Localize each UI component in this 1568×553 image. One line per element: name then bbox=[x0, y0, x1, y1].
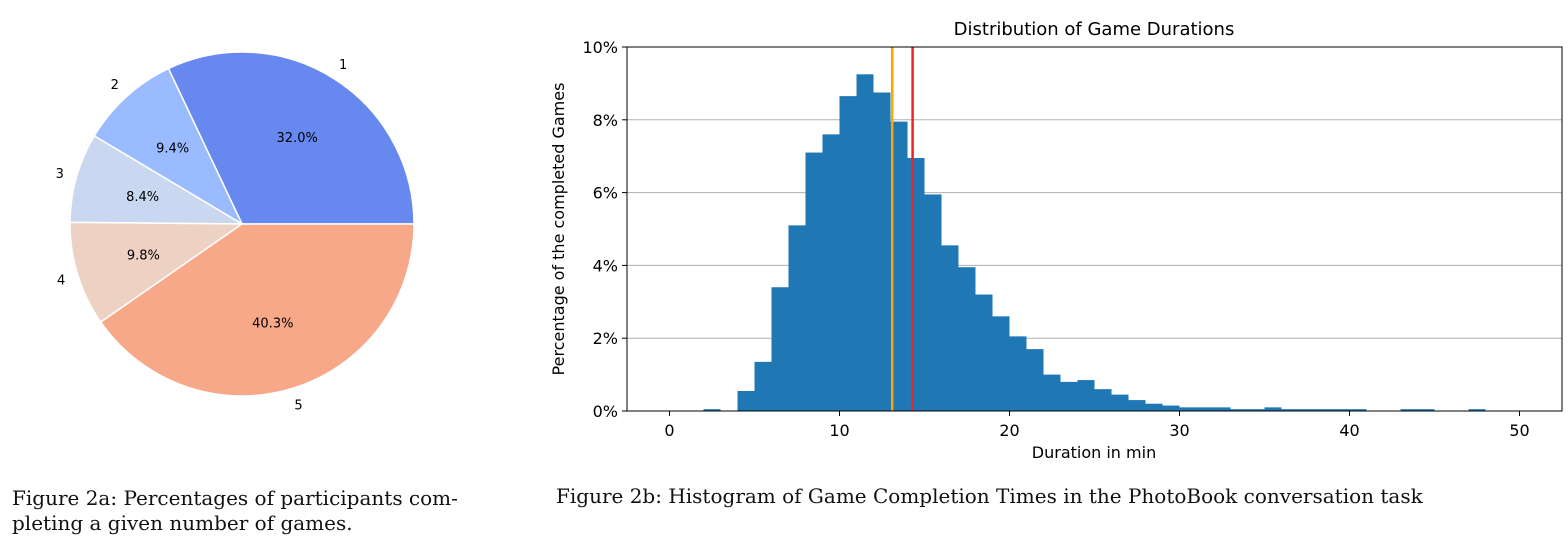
histogram-bar-28 bbox=[1145, 403, 1163, 411]
caption-figure-2a-line1: Figure 2a: Percentages of participants c… bbox=[12, 486, 458, 510]
histogram-bar-26 bbox=[1111, 394, 1129, 411]
histogram-bar-31 bbox=[1196, 407, 1214, 411]
histogram-bar-9 bbox=[822, 134, 840, 412]
histogram-bar-34 bbox=[1247, 409, 1265, 411]
histogram-bar-16 bbox=[941, 245, 959, 411]
pie-slice-5 bbox=[99, 223, 415, 397]
histogram-bar-15 bbox=[924, 194, 942, 411]
y-tick-label-0: 0% bbox=[593, 402, 618, 421]
y-tick-label-6: 6% bbox=[593, 184, 618, 203]
histogram-bar-47 bbox=[1468, 409, 1486, 411]
histogram-bars bbox=[703, 74, 1486, 412]
y-axis-ticks: 0% 2% 4% 6% 8% 10% bbox=[582, 38, 627, 421]
pie-slice-4 bbox=[69, 221, 245, 324]
pie-percent-label-2: 9.4% bbox=[156, 142, 189, 157]
caption-figure-2b: Figure 2b: Histogram of Game Completion … bbox=[556, 484, 1423, 508]
pie-label-2: 2 bbox=[111, 78, 119, 93]
histogram-reference-lines bbox=[890, 47, 914, 411]
pie-slice-3 bbox=[69, 134, 245, 225]
histogram-bar-35 bbox=[1264, 407, 1282, 411]
histogram-bar-29 bbox=[1162, 405, 1180, 411]
histogram-bar-19 bbox=[992, 316, 1010, 411]
y-tick-label-10: 10% bbox=[582, 38, 618, 57]
histogram-bar-11 bbox=[856, 74, 874, 412]
pie-label-1: 1 bbox=[339, 58, 347, 73]
histogram-bar-10 bbox=[839, 96, 857, 411]
histogram-bar-38 bbox=[1315, 409, 1333, 411]
histogram-bar-12 bbox=[873, 92, 891, 411]
histogram-bar-23 bbox=[1060, 381, 1078, 411]
x-tick-label-20: 20 bbox=[999, 421, 1019, 440]
histogram-bar-8 bbox=[805, 152, 823, 411]
histogram-bar-18 bbox=[975, 294, 993, 411]
y-tick-label-4: 4% bbox=[593, 256, 618, 275]
y-tick-label-8: 8% bbox=[593, 111, 618, 130]
histogram-bar-22 bbox=[1043, 374, 1061, 411]
histogram-bar-39 bbox=[1332, 409, 1350, 411]
histogram-bar-17 bbox=[958, 267, 976, 411]
x-tick-label-40: 40 bbox=[1339, 421, 1359, 440]
pie-slice-2 bbox=[93, 67, 244, 226]
caption-figure-2a-line2: pleting a given number of games. bbox=[12, 511, 353, 535]
y-tick-label-2: 2% bbox=[593, 329, 618, 348]
histogram-bar-21 bbox=[1026, 349, 1044, 411]
pie-label-4: 4 bbox=[57, 274, 65, 289]
histogram-title: Distribution of Game Durations bbox=[954, 19, 1235, 40]
pie-slice-1 bbox=[167, 51, 415, 225]
pie-percent-label-3: 8.4% bbox=[126, 190, 159, 205]
x-tick-label-10: 10 bbox=[829, 421, 849, 440]
caption-figure-2a: Figure 2a: Percentages of participants c… bbox=[12, 486, 458, 536]
pie-label-5: 5 bbox=[294, 399, 302, 414]
pie-percent-label-4: 9.8% bbox=[127, 248, 160, 263]
histogram-bar-30 bbox=[1179, 407, 1197, 411]
x-axis-label: Duration in min bbox=[1032, 443, 1156, 462]
y-axis-label: Percentage of the completed Games bbox=[549, 83, 568, 376]
histogram-bar-20 bbox=[1009, 336, 1027, 411]
pie-percent-label-5: 40.3% bbox=[252, 317, 293, 332]
histogram-bar-13 bbox=[890, 121, 908, 412]
histogram-bar-27 bbox=[1128, 400, 1146, 411]
histogram-gridlines bbox=[627, 119, 1562, 339]
x-tick-label-0: 0 bbox=[664, 421, 674, 440]
x-tick-label-30: 30 bbox=[1169, 421, 1189, 440]
pie-label-3: 3 bbox=[56, 167, 64, 182]
histogram-bar-44 bbox=[1417, 409, 1435, 411]
histogram-bar-2 bbox=[703, 409, 721, 411]
pie-percent-label-1: 32.0% bbox=[277, 131, 318, 146]
x-axis-ticks: 0 10 20 30 40 50 bbox=[664, 411, 1530, 440]
histogram-bar-14 bbox=[907, 158, 925, 411]
histogram-bar-5 bbox=[754, 361, 772, 411]
histogram-bar-40 bbox=[1349, 409, 1367, 411]
histogram-bar-33 bbox=[1230, 409, 1248, 411]
histogram-bar-37 bbox=[1298, 409, 1316, 411]
histogram-bar-32 bbox=[1213, 407, 1231, 411]
pie-chart: 1 32.0% 2 9.4% 3 8.4% 4 9.8% 5 40.3% bbox=[56, 51, 415, 414]
histogram-chart: 0 10 20 30 40 50 0% 2% 4% 6% 8% 10% Distribution o… bbox=[549, 19, 1563, 462]
histogram-bar-43 bbox=[1400, 409, 1418, 411]
histogram-bar-7 bbox=[788, 225, 806, 411]
plot-area-frame bbox=[626, 46, 1563, 412]
x-tick-label-50: 50 bbox=[1509, 421, 1529, 440]
histogram-bar-36 bbox=[1281, 409, 1299, 411]
histogram-bar-4 bbox=[737, 390, 755, 411]
histogram-bar-24 bbox=[1077, 380, 1095, 411]
histogram-bar-6 bbox=[771, 287, 789, 411]
histogram-bar-25 bbox=[1094, 389, 1112, 411]
